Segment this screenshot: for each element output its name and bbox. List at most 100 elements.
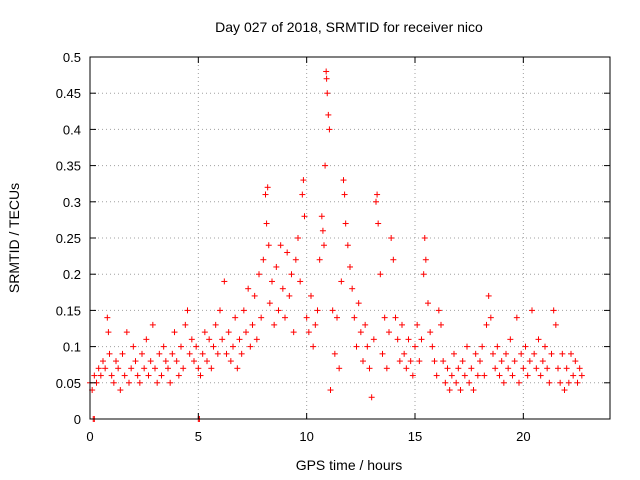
data-point bbox=[214, 350, 221, 357]
data-point bbox=[173, 358, 180, 365]
data-points bbox=[87, 68, 585, 422]
data-point bbox=[171, 329, 178, 336]
data-point bbox=[392, 314, 399, 321]
data-point bbox=[349, 285, 356, 292]
data-point bbox=[102, 365, 109, 372]
data-point bbox=[461, 372, 468, 379]
data-point bbox=[416, 358, 423, 365]
data-point bbox=[403, 365, 410, 372]
x-axis-label: GPS time / hours bbox=[296, 457, 403, 473]
data-point bbox=[500, 379, 507, 386]
data-point bbox=[546, 379, 553, 386]
data-point bbox=[341, 191, 348, 198]
data-point bbox=[533, 365, 540, 372]
data-point bbox=[312, 321, 319, 328]
data-point bbox=[485, 292, 492, 299]
data-point bbox=[208, 365, 215, 372]
data-point bbox=[516, 379, 522, 386]
data-point bbox=[100, 358, 106, 365]
data-point bbox=[565, 379, 572, 386]
data-point bbox=[247, 343, 254, 350]
data-point bbox=[377, 271, 384, 278]
data-point bbox=[509, 372, 516, 379]
data-point bbox=[578, 372, 585, 379]
data-point bbox=[539, 358, 546, 365]
data-point bbox=[321, 242, 327, 249]
data-point bbox=[292, 256, 299, 263]
data-point bbox=[156, 350, 163, 357]
data-point bbox=[353, 343, 360, 350]
data-point bbox=[357, 329, 364, 336]
data-point bbox=[295, 235, 301, 241]
data-point bbox=[234, 365, 241, 372]
data-point bbox=[535, 336, 542, 343]
y-tick-label: 0.25 bbox=[56, 231, 81, 246]
data-point bbox=[154, 379, 161, 386]
data-point bbox=[498, 358, 505, 365]
data-point bbox=[136, 379, 143, 386]
data-point bbox=[265, 242, 272, 249]
data-point bbox=[325, 111, 332, 118]
data-point bbox=[143, 336, 150, 343]
data-point bbox=[477, 358, 483, 365]
data-point bbox=[342, 220, 349, 227]
data-point bbox=[188, 336, 195, 343]
data-point bbox=[238, 350, 245, 357]
data-point bbox=[95, 365, 102, 372]
data-point bbox=[360, 358, 366, 365]
data-point bbox=[279, 285, 286, 292]
data-point bbox=[559, 350, 566, 357]
data-point bbox=[334, 314, 340, 321]
data-point bbox=[414, 321, 421, 328]
data-point bbox=[210, 343, 217, 350]
data-point bbox=[197, 372, 204, 379]
data-point bbox=[481, 372, 488, 379]
data-point bbox=[550, 307, 557, 314]
data-point bbox=[206, 336, 213, 343]
y-tick-label: 0 bbox=[74, 412, 81, 427]
data-point bbox=[130, 343, 137, 350]
data-point bbox=[336, 365, 343, 372]
chart-title: Day 027 of 2018, SRMTID for receiver nic… bbox=[215, 19, 483, 35]
data-point bbox=[347, 263, 353, 270]
data-point bbox=[505, 365, 512, 372]
data-point bbox=[412, 343, 418, 350]
data-point bbox=[455, 365, 462, 372]
data-point bbox=[108, 372, 115, 379]
data-point bbox=[511, 358, 518, 365]
data-point bbox=[444, 365, 451, 372]
data-point bbox=[453, 379, 460, 386]
x-tick-label: 20 bbox=[516, 429, 530, 444]
data-point bbox=[542, 343, 548, 350]
data-point bbox=[503, 350, 509, 357]
data-point bbox=[162, 358, 169, 365]
data-point bbox=[420, 271, 427, 278]
data-point bbox=[574, 379, 581, 386]
data-point bbox=[507, 336, 514, 343]
y-tick-label: 0.4 bbox=[63, 122, 81, 137]
data-point bbox=[405, 336, 412, 343]
data-point bbox=[425, 300, 431, 307]
data-point bbox=[544, 365, 551, 372]
data-point bbox=[104, 314, 111, 321]
data-point bbox=[273, 263, 280, 270]
data-point bbox=[381, 314, 388, 321]
data-point bbox=[180, 365, 187, 372]
data-point bbox=[388, 235, 395, 241]
y-tick-label: 0.35 bbox=[56, 159, 81, 174]
data-point bbox=[175, 372, 182, 379]
data-point bbox=[263, 220, 270, 227]
data-point bbox=[492, 365, 499, 372]
data-point bbox=[327, 387, 334, 394]
data-point bbox=[269, 278, 275, 285]
data-point bbox=[106, 350, 113, 357]
data-point bbox=[474, 372, 481, 379]
data-point bbox=[165, 365, 171, 372]
data-point bbox=[251, 292, 258, 299]
data-point bbox=[375, 220, 382, 227]
y-tick-label: 0.15 bbox=[56, 303, 81, 318]
x-tick-label: 15 bbox=[408, 429, 422, 444]
data-point bbox=[451, 350, 457, 357]
data-point bbox=[243, 329, 249, 336]
data-point bbox=[448, 372, 455, 379]
